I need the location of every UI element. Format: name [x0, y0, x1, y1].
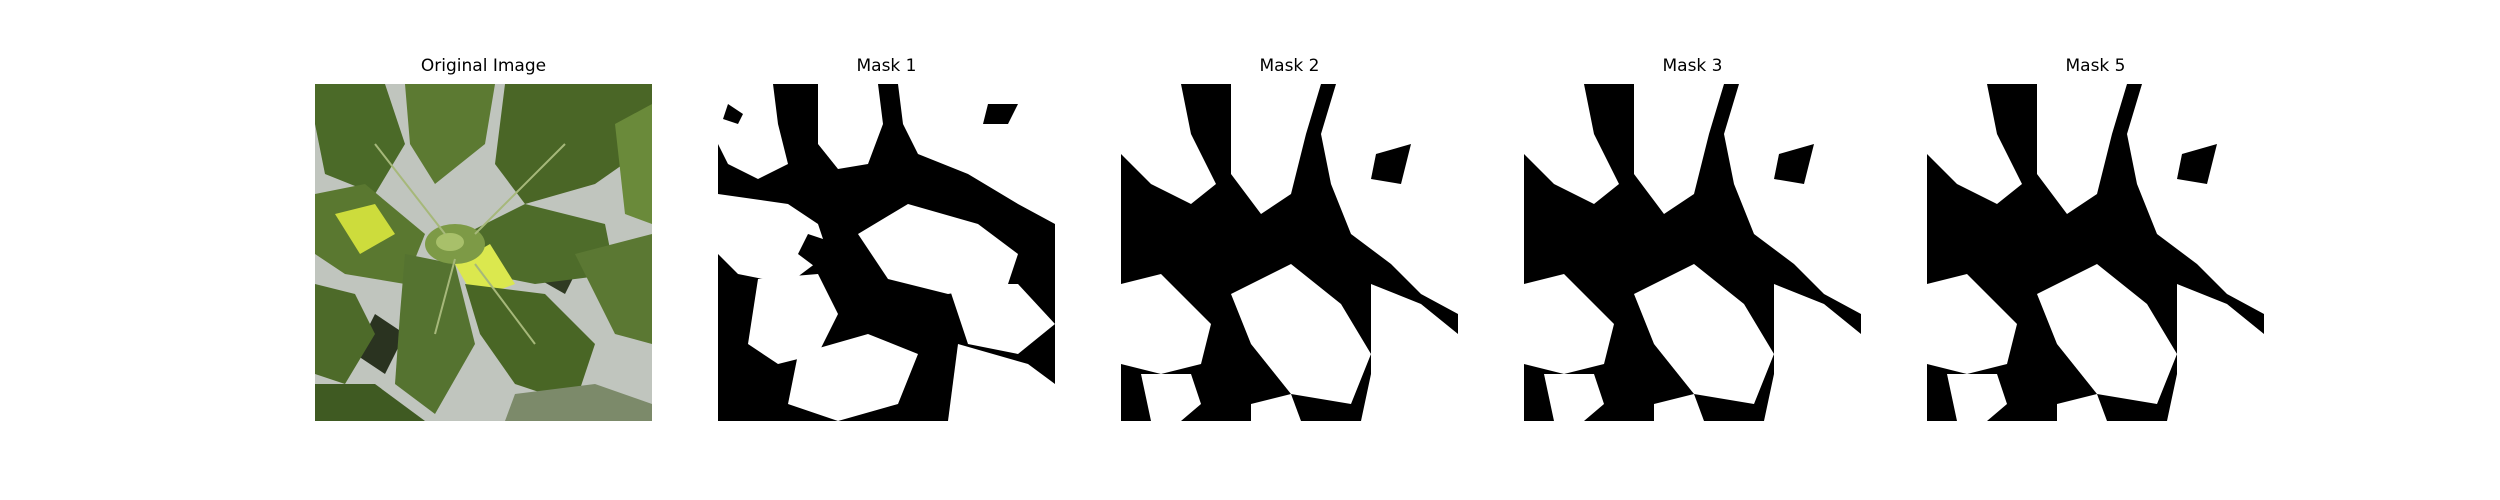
panel-title: Mask 5: [2065, 56, 2126, 76]
mask-3-image: [1524, 84, 1861, 421]
panel-title: Mask 2: [1259, 56, 1320, 76]
panel-title: Original Image: [420, 56, 547, 76]
panel-title: Mask 1: [856, 56, 917, 76]
mask-2-image: [1121, 84, 1458, 421]
mask-1-image: [718, 84, 1055, 421]
mask-5-image: [1927, 84, 2264, 421]
original-plant-image: [315, 84, 652, 421]
panel-title: Mask 3: [1662, 56, 1723, 76]
